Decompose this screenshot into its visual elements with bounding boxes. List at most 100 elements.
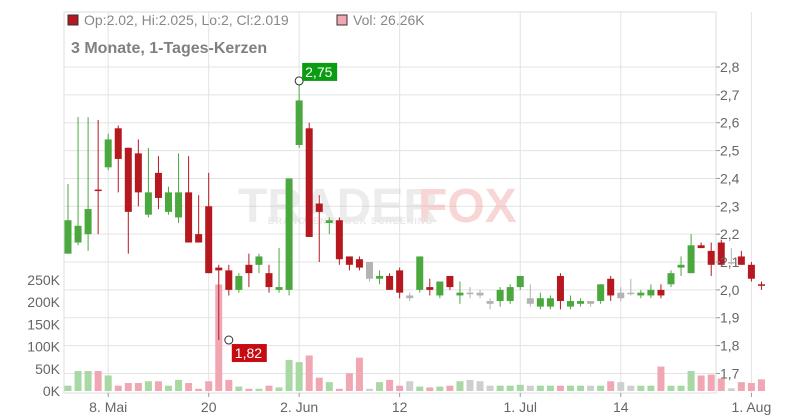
candle-body [366,262,373,279]
watermark-tagline: BRANCHEN STOCK SCREENING [268,216,433,226]
low-marker [224,335,234,345]
grid [64,12,752,393]
candle-body [757,284,765,286]
low-label: 1,82 [235,345,262,361]
volume-bar [305,355,313,391]
volume-tick-label: 0K [43,383,61,399]
candle-body [516,275,524,288]
volume-bar [667,385,675,391]
volume-bar [747,383,755,391]
volume-bar [717,378,725,391]
price-tick-label: 1,8 [720,338,740,354]
price-tick-label: 2,4 [720,170,740,186]
candle-body [275,287,283,290]
candle-body [567,301,574,307]
volume-bar [134,383,142,391]
volume-bar [386,379,394,391]
legend-ohlc-swatch [67,14,79,26]
price-tick-label: 1,9 [720,310,740,326]
candle-body [647,289,655,296]
volume-bar [577,385,585,391]
candle-body [215,267,223,271]
candle-body [486,301,494,304]
volume-bar [406,381,414,391]
volume-bar [446,385,454,391]
candle-body [295,100,303,146]
candle-body [747,264,755,279]
volume-bar [74,371,82,391]
candle-body [235,275,243,290]
volume-bar [325,382,333,391]
time-tick-label: 1. Jul [504,399,537,415]
candle-body [154,172,162,198]
volume-bar [335,388,343,391]
candle-body [496,289,504,302]
price-tick-label: 1,7 [720,365,740,381]
candle-body [325,220,333,224]
time-tick-label: 8. Mai [89,399,127,415]
time-tick-label: 2. Jun [280,399,318,415]
candle-body [436,281,444,296]
candle-body [526,298,534,304]
candle-body [727,262,735,264]
legend-vol-swatch [336,14,348,26]
candle-body [627,292,635,295]
volume-bar [315,377,323,391]
volume-bar [124,383,132,391]
candle-body [114,128,122,159]
volume-bar [205,381,213,391]
chart-title: 3 Monate, 1-Tages-Kerzen [71,40,267,57]
volume-bar [466,379,474,391]
volume-bar [727,388,735,391]
volume-bar [597,385,605,391]
plot-frame [63,11,717,394]
candle-body [396,270,404,293]
volume-bar [637,385,645,391]
candle-body [707,250,715,265]
volume-bar [436,386,444,391]
candle-body [717,242,725,265]
volume-bar [617,382,625,391]
legend: Op:2.02, Hi:2.025, Lo:2, Cl:2.019 Vol: 2… [67,12,425,28]
volume-bar [345,373,353,391]
candle-body [165,192,172,212]
volume-bar [144,381,152,391]
candle-body [74,225,82,243]
volume-bar [355,357,363,391]
volume-bar [245,388,253,391]
time-axis: 8. Mai 20 2. Jun 12 1. Jul 14 1. Aug [89,393,771,415]
time-tick-label: 12 [392,399,408,415]
volume-bar [426,387,434,391]
volume-bar [154,381,162,391]
volume-bar [677,385,685,391]
price-tick-label: 2,2 [720,226,740,242]
low-label-box [231,344,267,363]
volume-bar [526,385,534,391]
volume-bar [265,385,273,391]
candle-body [536,298,544,307]
volume-bar [737,382,745,391]
legend-vol-text: Vol: 26.26K [353,12,425,28]
volume-bar [486,385,494,391]
volume-bar [235,386,243,391]
candle-body [84,209,92,235]
volume-bar [94,371,102,391]
candle-body [456,292,464,296]
candle-body [416,256,424,290]
volume-tick-label: 100K [27,339,60,355]
candle-body [255,256,263,265]
volume-bar [757,379,765,391]
volume-bar [396,385,404,391]
time-tick-label: 14 [613,399,629,415]
price-tick-label: 2,8 [720,59,740,75]
price-tick-label: 2,3 [720,198,740,214]
candle-body [677,264,685,268]
volume-bar [185,383,193,391]
volume-bar [697,375,705,391]
candle-body [506,287,514,302]
high-label-box [302,62,338,81]
price-tick-label: 2,7 [720,87,740,103]
candle-body [687,245,695,274]
volume-tick-label: 250K [27,272,60,288]
volume-bar [255,388,263,391]
